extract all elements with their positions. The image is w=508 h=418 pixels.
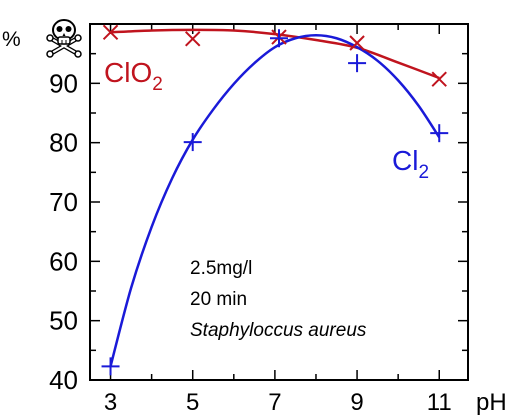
series-curve-cl2 [109, 34, 441, 367]
series-label-cl2: Cl2 [392, 145, 429, 183]
data-point-clo2 [185, 31, 201, 47]
x-tick-label: 3 [104, 389, 117, 416]
annotation-organism: Staphyloccus aureus [190, 320, 367, 341]
y-axis-label: % [2, 28, 21, 51]
y-tick-label: 40 [49, 365, 78, 395]
x-tick-label: 5 [186, 389, 199, 416]
x-tick-label: 11 [427, 389, 452, 416]
marker-stroke [185, 31, 201, 47]
y-tick-label: 90 [49, 68, 78, 98]
series-label-main: Cl [392, 145, 418, 176]
markers-layer [101, 24, 449, 376]
data-point-clo2 [349, 35, 365, 51]
series-label-clo2: ClO2 [104, 57, 163, 95]
x-axis-label: pH [476, 389, 507, 416]
plot-frame [89, 23, 469, 381]
marker-stroke [102, 24, 119, 41]
marker-stroke [431, 71, 447, 87]
data-point-clo2 [102, 24, 119, 41]
series-label-main: ClO [104, 57, 152, 88]
data-point-clo2 [431, 71, 447, 87]
data-point-cl2 [101, 357, 120, 376]
data-point-cl2 [183, 133, 202, 152]
skull-crossbones-icon [46, 19, 82, 58]
y-tick-label: 50 [49, 306, 78, 336]
y-tick-label: 70 [49, 187, 78, 217]
marker-stroke [349, 35, 365, 51]
data-point-cl2 [270, 29, 288, 48]
y-tick-label: 60 [49, 246, 78, 276]
x-tick-label: 7 [268, 389, 281, 416]
x-tick-label: 9 [350, 389, 363, 416]
series-label-subscript: 2 [152, 74, 163, 95]
y-tick-label: 80 [49, 128, 78, 158]
series-label-subscript: 2 [418, 162, 429, 183]
annotation-duration: 20 min [190, 289, 247, 310]
annotation-concentration: 2.5mg/l [190, 258, 252, 279]
annotation-block: 2.5mg/l 20 min Staphyloccus aureus [190, 258, 367, 341]
data-point-cl2 [348, 54, 367, 73]
data-point-cl2 [430, 124, 449, 143]
